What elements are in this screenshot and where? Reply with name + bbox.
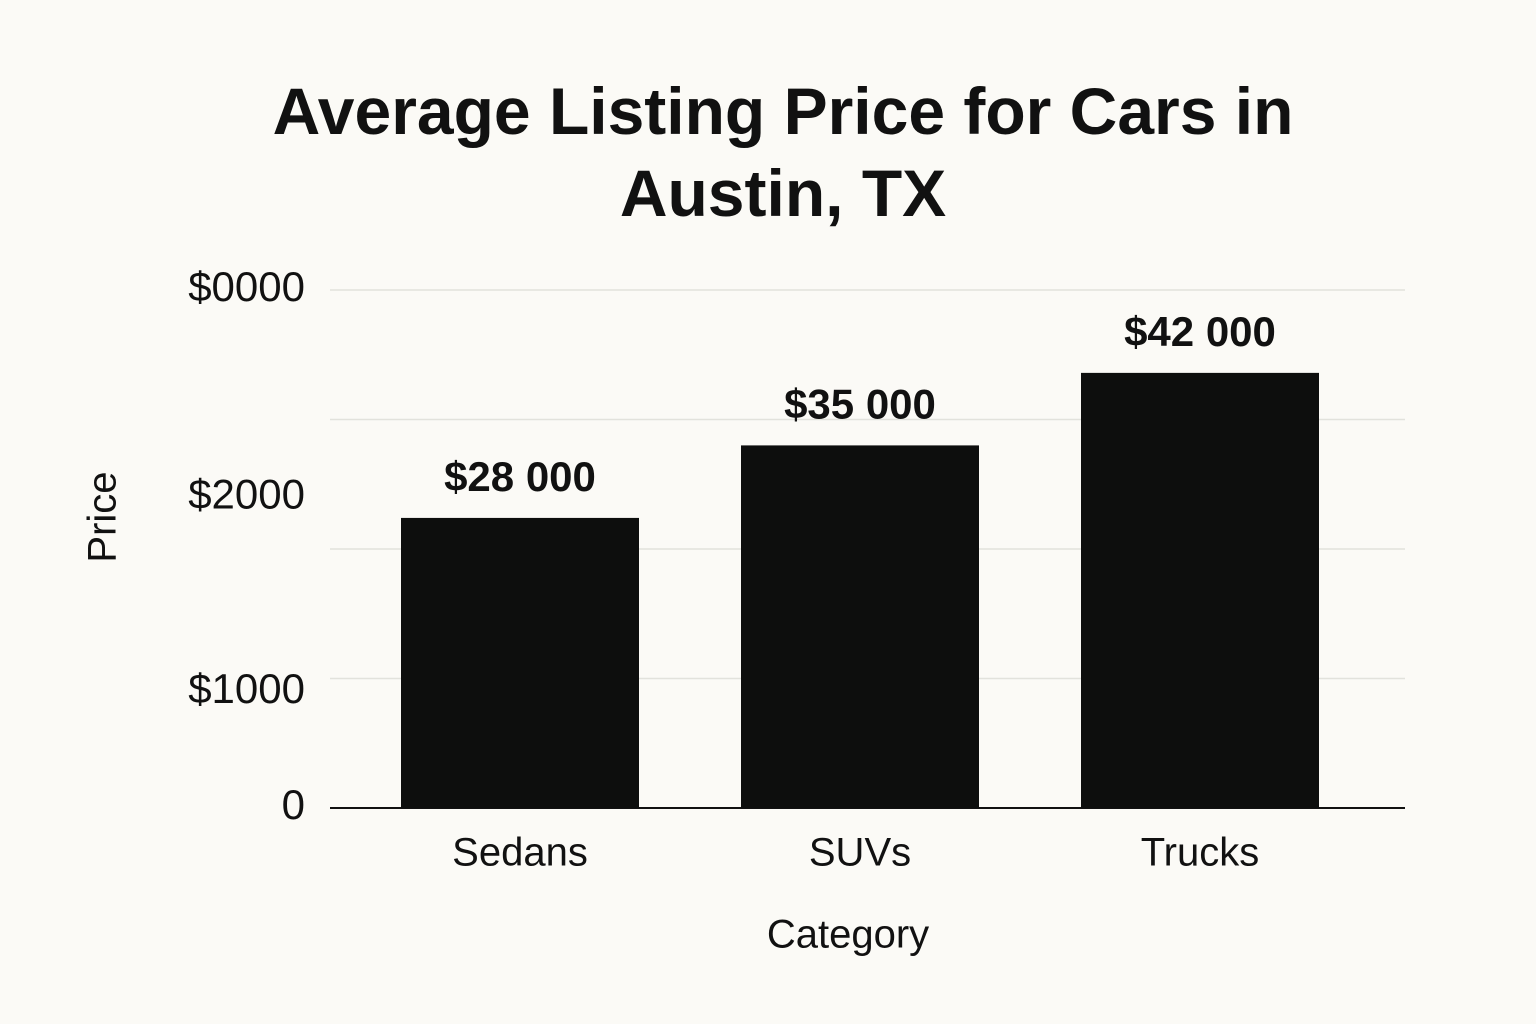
bar [1081,372,1319,808]
x-tick-label: Trucks [1141,831,1260,875]
y-tick-label: $1000 [188,665,305,712]
chart-title: Average Listing Price for Cars in Austin… [272,74,1294,230]
data-label: $35 000 [784,380,936,427]
bar [741,445,979,808]
y-tick-label: $0000 [188,263,305,310]
x-axis-label: Category [767,913,929,957]
bar [401,517,639,808]
x-tick-label: SUVs [809,831,911,875]
y-axis-label: Price [81,471,125,562]
data-label: $42 000 [1124,308,1276,355]
x-tick-label: Sedans [452,831,588,875]
y-tick-label: 0 [282,781,305,828]
y-tick-label: $2000 [188,470,305,517]
data-label: $28 000 [444,453,596,500]
